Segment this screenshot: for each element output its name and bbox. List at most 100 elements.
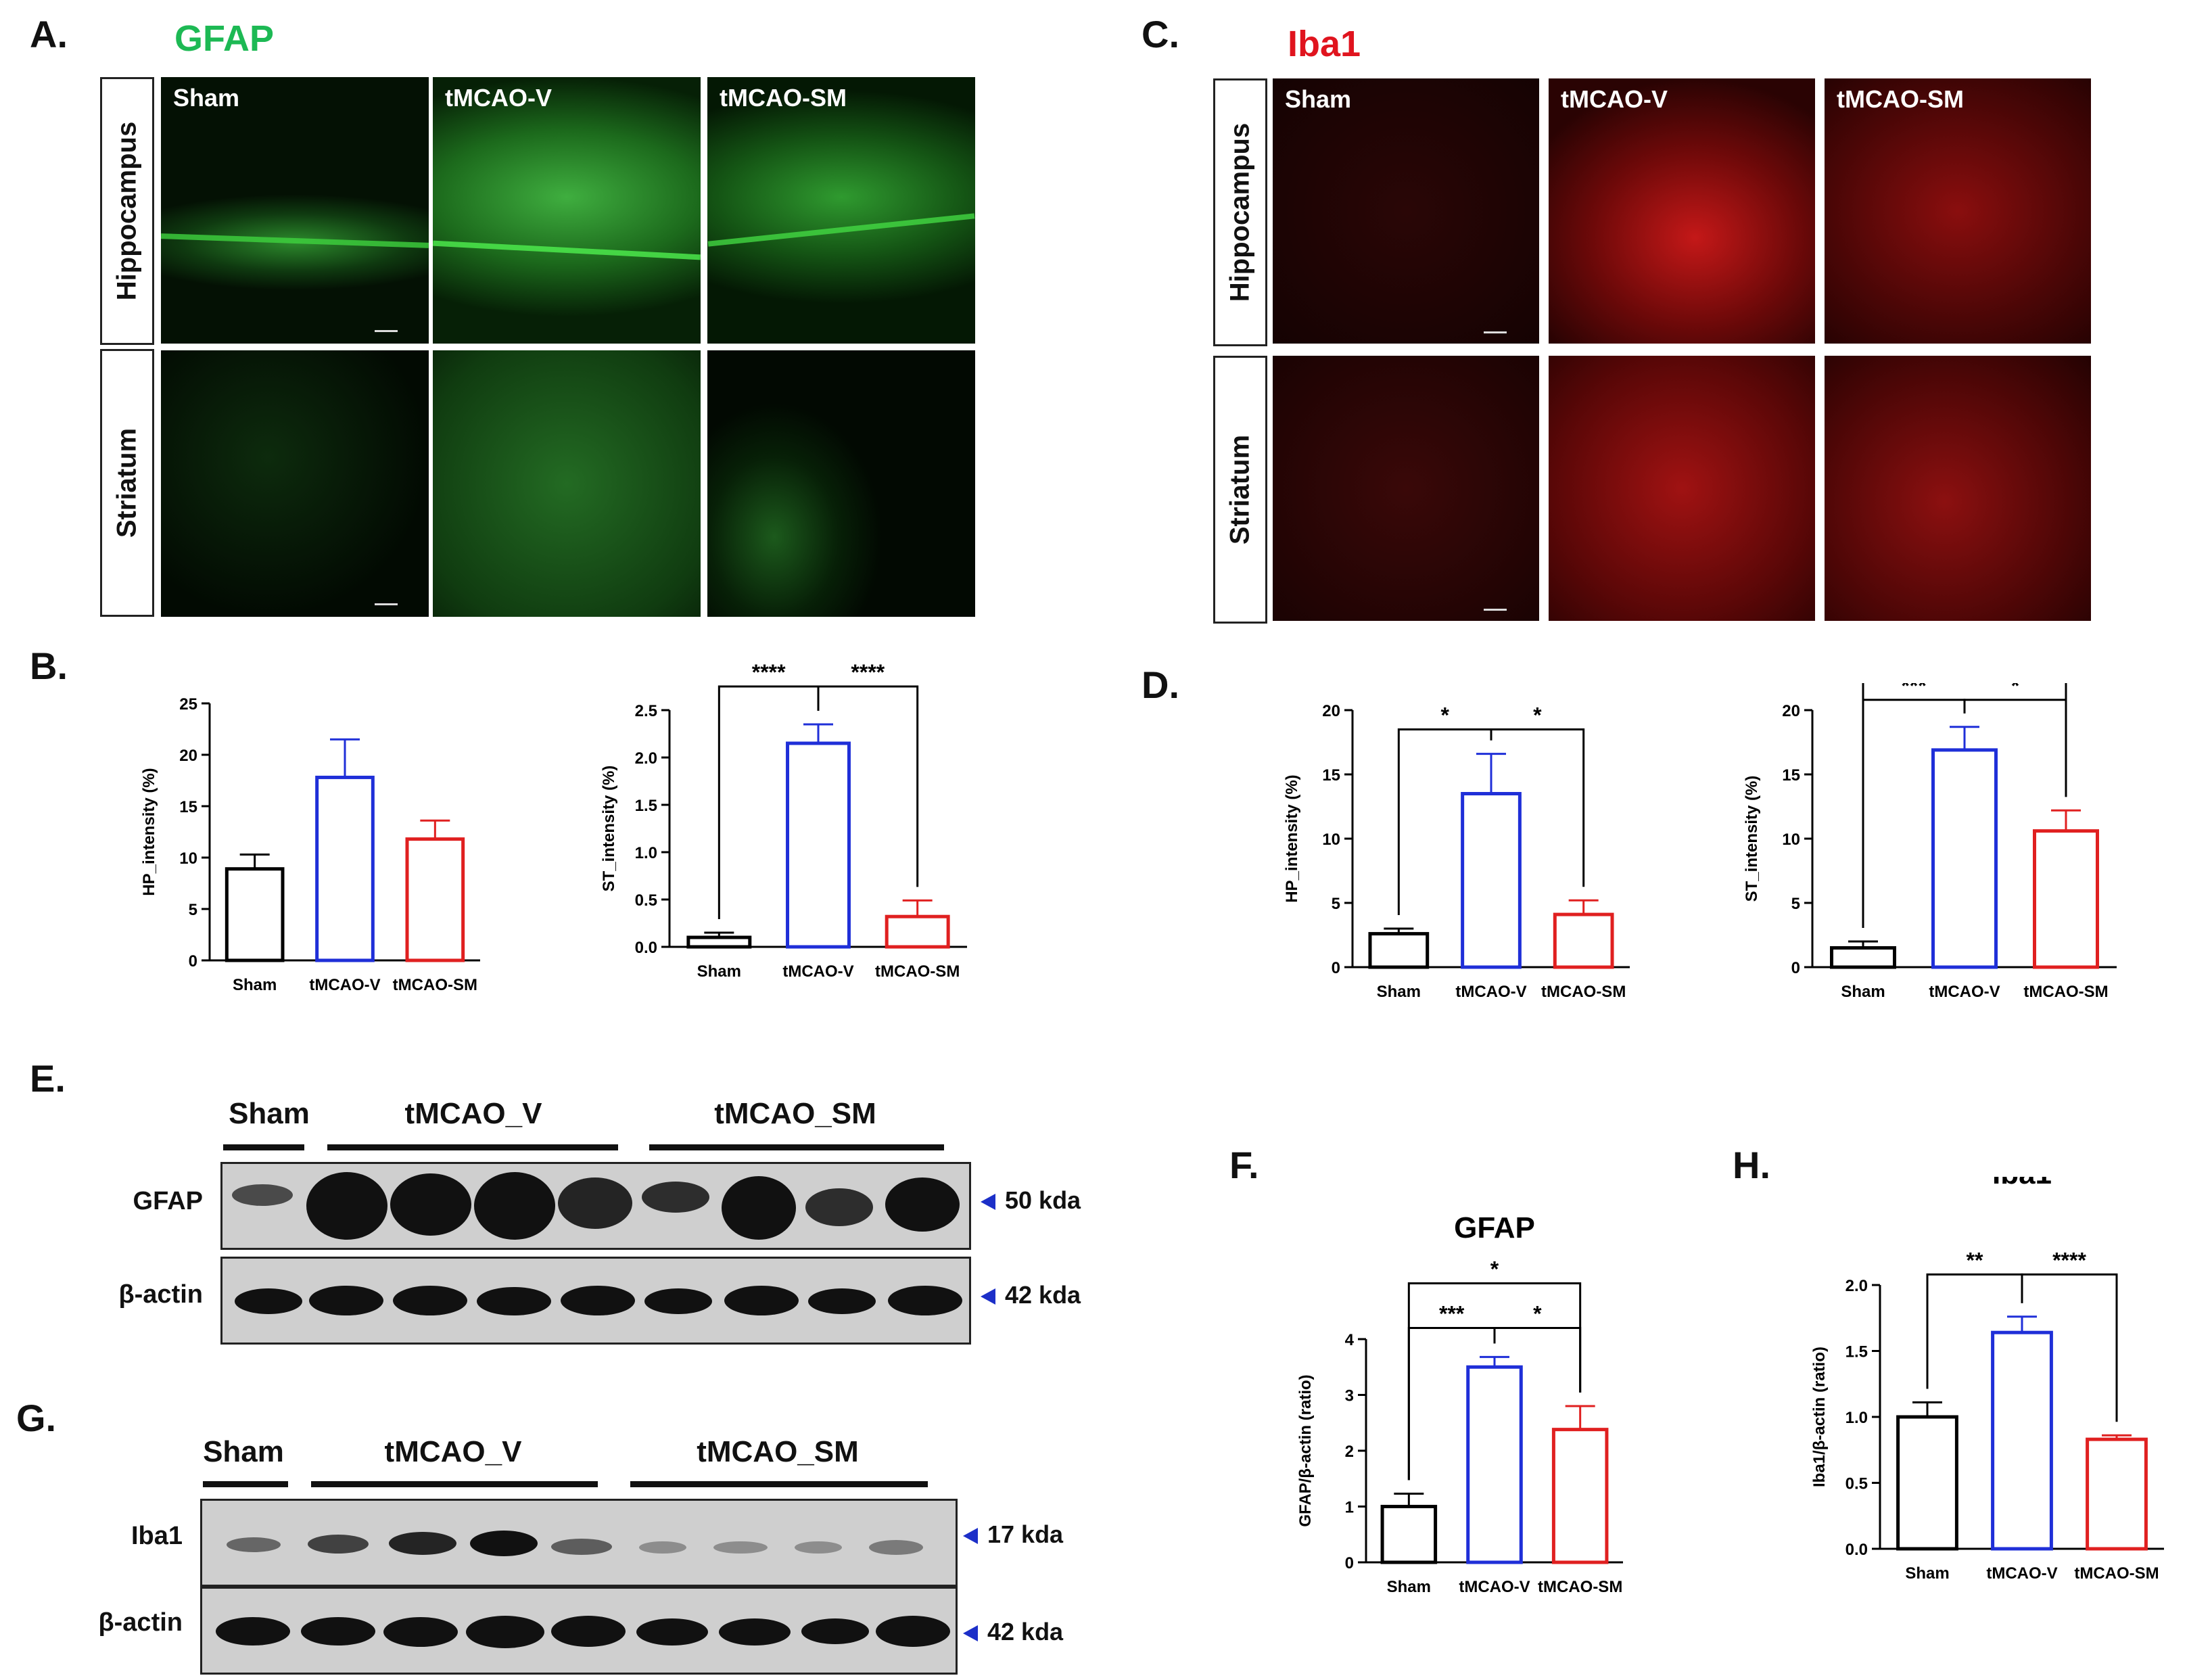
iba1-stain-title: Iba1 [1288,24,1361,64]
bar [1991,1330,2053,1551]
blot-g-iba1-membrane [200,1499,958,1587]
panel-label-e: E. [30,1057,66,1100]
x-tick-label: Sham [1905,1564,1949,1583]
bar [1931,748,1998,969]
micrograph-gfap-striatum-tmcao-sm [707,350,975,617]
y-tick-label: 2.5 [635,702,657,720]
panel-label-h: H. [1733,1144,1770,1186]
panel-label-f: F. [1229,1144,1259,1186]
chart-d-st-intensity: 0 5 10 15 20 ST_intensity (%) Sham tMCAO-V tMCAO… [1743,683,2117,1001]
significance-label: * [1533,1302,1542,1326]
chart-b-st-intensity: 0.0 0.5 1.0 1.5 2.0 2.5 ST_intensity (%) Sham tM… [600,660,967,981]
micrograph-gfap-striatum-tmcao-v [433,350,701,617]
y-tick-label: 20 [179,747,197,765]
y-tick-label: 5 [1791,895,1800,913]
blot-e-group-line-tmcao-sm [649,1144,944,1150]
blot-g-actin-membrane [200,1587,958,1675]
x-tick-label: Sham [1841,983,1885,1001]
significance-label: * [1440,703,1449,728]
x-tick-label: tMCAO-V [1986,1564,2057,1583]
blot-g-group-sham: Sham [203,1435,284,1468]
arrow-icon [963,1625,978,1642]
blot-e-group-line-tmcao-v [327,1144,618,1150]
blot-e-group-sham: Sham [229,1097,310,1130]
blot-e-actin-kda: 42 kda [981,1281,1081,1309]
y-tick-label: 0.0 [1845,1541,1868,1559]
micrograph-iba1-hippocampus-tmcao-v: tMCAO-V [1549,78,1815,344]
y-tick-label: 1.5 [635,797,657,815]
significance-label: **** [851,660,885,684]
bar [1461,792,1522,969]
blot-g-actin-kda: 42 kda [963,1618,1063,1646]
x-tick-label: tMCAO-SM [1541,983,1626,1001]
blot-g-group-line-sham [203,1481,288,1487]
chart-title: GFAP [1454,1211,1535,1244]
bar [1466,1365,1523,1564]
micrograph-iba1-striatum-tmcao-sm [1825,356,2091,621]
y-tick-label: 0.0 [635,939,657,957]
y-tick-label: 1.0 [1845,1409,1868,1427]
x-tick-label: tMCAO-V [1929,983,2000,1001]
y-tick-label: 10 [1782,831,1800,849]
significance-bracket [1407,1327,1496,1480]
blot-e-protein-beta-actin: β-actin [118,1280,203,1309]
y-tick-label: 1 [1345,1499,1354,1517]
y-tick-label: 2.0 [635,749,657,768]
blot-e-group-tmcao-sm: tMCAO_SM [714,1097,876,1130]
y-tick-label: 15 [1782,766,1800,785]
y-tick-label: 2 [1345,1443,1354,1461]
blot-g-group-line-tmcao-v [311,1481,598,1487]
micrograph-gfap-striatum-sham [161,350,429,617]
y-axis-label: HP_intensity (%) [140,768,158,895]
bar [405,837,465,962]
y-tick-label: 0 [1332,959,1340,977]
micrograph-iba1-striatum-sham [1273,356,1539,621]
significance-label: * [1490,1257,1499,1282]
bar [1380,1505,1438,1564]
micrograph-gfap-hippocampus-tmcao-v: tMCAO-V [433,77,701,344]
blot-e-gfap-membrane [220,1162,971,1250]
y-tick-label: 0 [1791,959,1800,977]
chart-d-hp-intensity: 0 5 10 15 20 HP_intensity (%) Sham tMCAO-V tMCAO… [1283,702,1630,1001]
blot-g-group-tmcao-sm: tMCAO_SM [697,1435,859,1468]
micrograph-iba1-striatum-tmcao-v [1549,356,1815,621]
y-axis-label: Iba1/β-actin (ratio) [1810,1347,1829,1487]
y-tick-label: 1.5 [1845,1343,1868,1361]
bar [1830,946,1896,969]
arrow-icon [981,1288,995,1305]
bar [786,741,851,949]
x-tick-label: Sham [1377,983,1421,1001]
bar [315,775,375,962]
blot-e-group-tmcao-v: tMCAO_V [404,1097,542,1130]
blot-e-protein-gfap: GFAP [133,1187,203,1215]
row-label-striatum-a: Striatum [100,349,154,617]
micrograph-gfap-hippocampus-sham: Sham [161,77,429,344]
x-tick-label: tMCAO-SM [875,962,960,981]
significance-label: *** [1901,683,1927,698]
blot-g-iba1-kda: 17 kda [963,1520,1063,1549]
y-tick-label: 15 [179,798,197,816]
micrograph-gfap-hippocampus-tmcao-sm: tMCAO-SM [707,77,975,344]
bar [2086,1437,2148,1551]
panel-label-c: C. [1142,13,1179,55]
blot-g-protein-beta-actin: β-actin [98,1608,183,1637]
y-axis-label: HP_intensity (%) [1283,774,1301,902]
significance-label: * [1533,703,1542,728]
bar [686,935,752,949]
y-tick-label: 4 [1345,1331,1355,1349]
x-tick-label: tMCAO-V [1455,983,1526,1001]
y-tick-label: 0.5 [1845,1475,1868,1493]
x-tick-label: tMCAO-SM [2023,983,2108,1001]
y-axis-label: GFAP/β-actin (ratio) [1296,1374,1315,1526]
significance-label: * [2011,683,2020,698]
arrow-icon [963,1528,978,1545]
gfap-stain-title: GFAP [174,18,275,59]
significance-bracket [1862,683,2067,928]
arrow-icon [981,1194,995,1211]
blot-e-actin-membrane [220,1257,971,1345]
y-tick-label: 0 [1345,1554,1354,1572]
micrograph-iba1-hippocampus-tmcao-sm: tMCAO-SM [1825,78,2091,344]
y-tick-label: 1.0 [635,844,657,862]
row-label-striatum-c: Striatum [1213,356,1267,624]
significance-bracket [1407,1282,1582,1480]
